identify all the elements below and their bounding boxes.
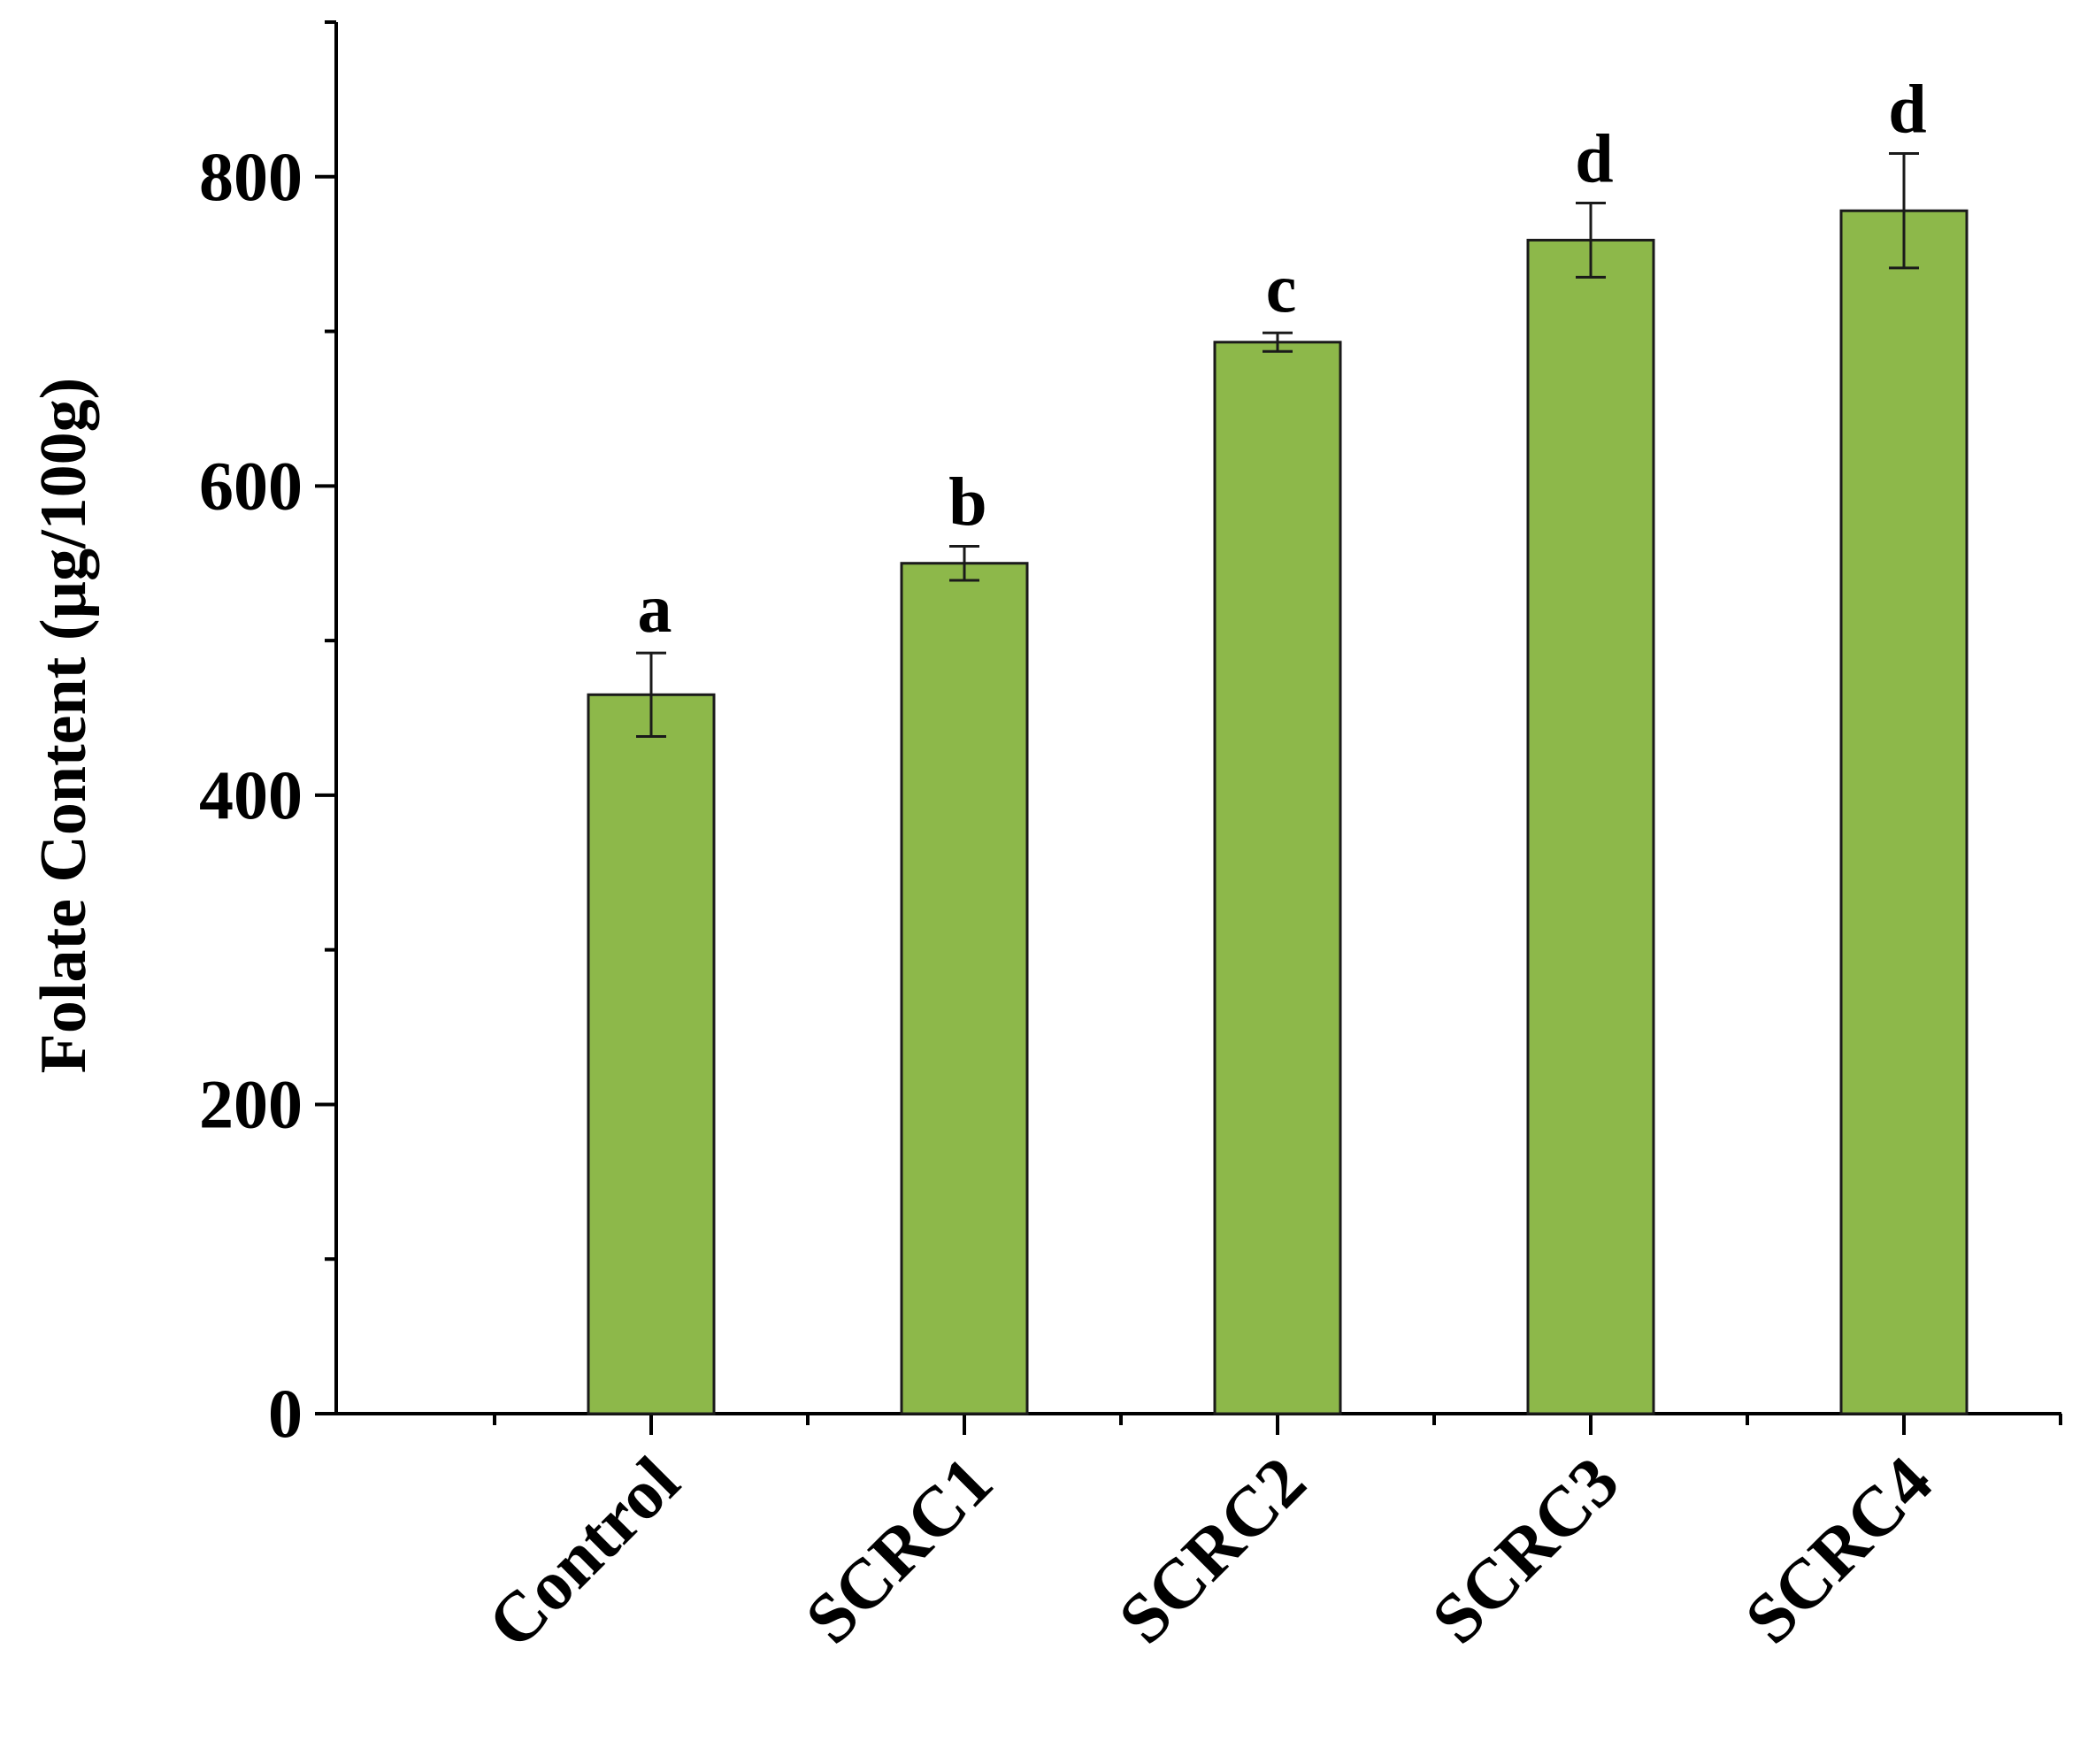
y-tick-label: 200 (199, 1065, 303, 1142)
bar (587, 693, 716, 1415)
significance-letter: c (1266, 249, 1297, 326)
significance-letters: a b c d d (638, 71, 1927, 648)
y-tick-label: 600 (199, 447, 303, 524)
y-tick-label: 400 (199, 756, 303, 833)
x-tick-label: SCRC2 (1104, 1443, 1321, 1660)
x-tick-label: SCRC3 (1417, 1443, 1634, 1660)
y-axis-title: Folate Content (µg/100g) (27, 378, 100, 1074)
x-axis: Control SCRC1 SCRC2 SCRC3 SCRC4 (315, 1412, 2062, 1664)
y-axis: 0 200 400 600 800 (199, 20, 338, 1452)
bar (900, 562, 1029, 1415)
bar (1213, 341, 1342, 1415)
x-tick-label: Control (473, 1443, 695, 1664)
x-tick-label: SCRC1 (791, 1443, 1008, 1660)
bars (587, 209, 1969, 1415)
y-tick-label: 800 (199, 138, 303, 215)
x-tick-label: SCRC4 (1731, 1443, 1947, 1660)
significance-letter: d (1575, 119, 1613, 196)
bar (1526, 238, 1655, 1415)
significance-letter: a (638, 570, 672, 647)
bar (1839, 209, 1969, 1415)
significance-letter: d (1888, 71, 1926, 148)
significance-letter: b (948, 463, 986, 540)
error-bars (636, 152, 1919, 738)
y-tick-label: 0 (268, 1375, 303, 1452)
